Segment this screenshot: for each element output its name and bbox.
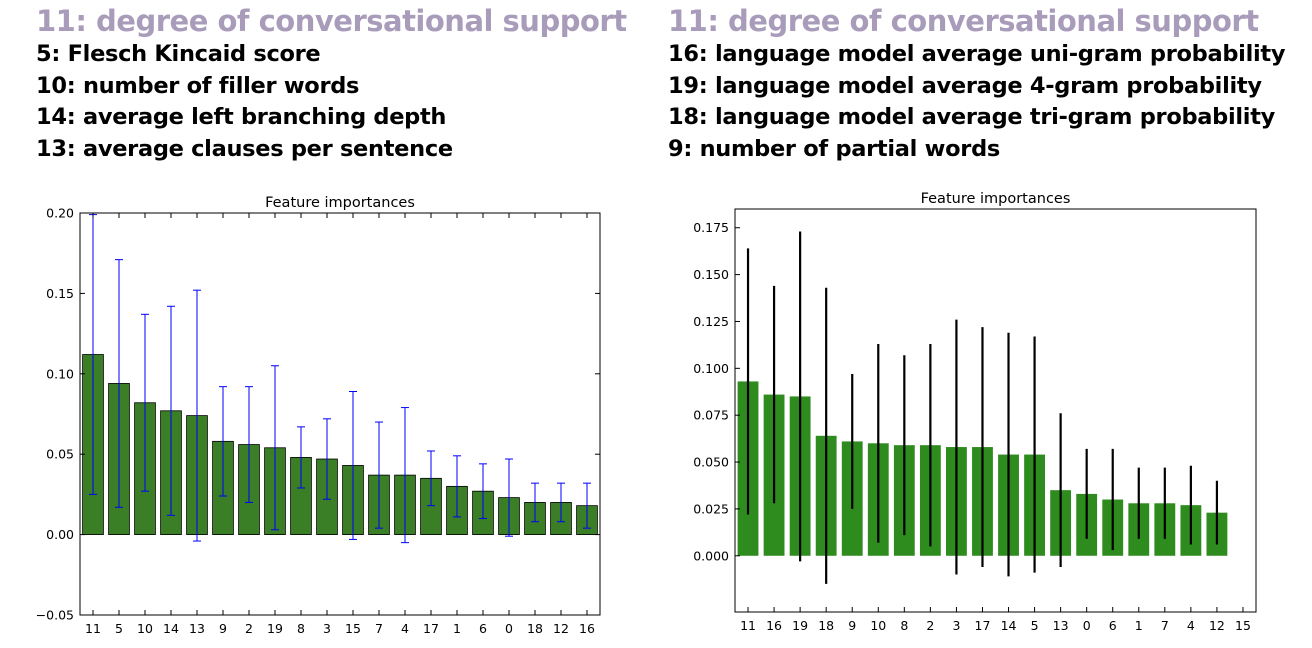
chart-title: Feature importances [265,195,415,211]
x-tick-label: 6 [479,621,487,636]
right-panel: 11: degree of conversational support 16:… [662,0,1312,648]
plot-frame [79,212,601,616]
top-feature-heading: 11: degree of conversational support [36,4,627,38]
y-tick-label: 0.10 [46,366,74,381]
x-tick-label: 18 [818,618,834,633]
y-tick-label: 0.125 [693,314,729,329]
feature-list: 16: language model average uni-gram prob… [668,39,1286,165]
x-tick-label: 4 [1187,618,1195,633]
y-tick-label: 0.000 [693,548,729,563]
x-tick-label: 14 [163,621,179,636]
y-tick-label: 0.15 [46,286,74,301]
x-tick-label: 5 [1031,618,1039,633]
feature-list-item: 5: Flesch Kincaid score [36,41,321,67]
x-tick-label: 16 [766,618,782,633]
x-tick-label: 14 [1001,618,1017,633]
plot-area [82,214,598,544]
x-tick-label: 12 [1209,618,1225,633]
y-tick-label: 0.00 [46,527,74,542]
x-tick-label: 11 [740,618,756,633]
feature-list-item: 9: number of partial words [668,135,1000,162]
feature-list-item: 16: language model average uni-gram prob… [668,41,1286,67]
x-tick-label: 3 [952,618,960,633]
x-tick-label: 6 [1109,618,1117,633]
x-tick-label: 7 [1161,618,1169,633]
feature-list-item: 10: number of filler words [36,72,360,99]
x-tick-label: 8 [297,621,305,636]
y-tick-label: 0.075 [693,408,729,423]
x-tick-label: 17 [423,621,439,636]
y-tick-label: −0.05 [36,608,74,623]
x-tick-label: 11 [85,621,101,636]
y-tick-label: 0.05 [46,447,74,462]
x-tick-label: 4 [401,621,409,636]
plot-frame [734,208,1257,613]
feature-list-item: 19: language model average 4-gram probab… [668,72,1262,99]
x-tick-label: 2 [245,621,253,636]
feature-list-item: 18: language model average tri-gram prob… [668,104,1276,130]
x-tick-label: 2 [926,618,934,633]
plot-area [737,231,1228,584]
left-panel: 11: degree of conversational support 5: … [0,0,650,648]
x-tick-label: 15 [1235,618,1251,633]
x-tick-label: 0 [1083,618,1091,633]
y-tick-label: 0.150 [693,267,729,282]
feature-list: 5: Flesch Kincaid score 10: number of fi… [36,39,453,165]
x-tick-label: 0 [505,621,513,636]
x-tick-label: 1 [453,621,461,636]
x-tick-label: 19 [267,621,283,636]
x-tick-label: 16 [579,621,595,636]
x-tick-label: 3 [323,621,331,636]
top-feature-heading: 11: degree of conversational support [668,4,1259,38]
x-tick-label: 9 [848,618,856,633]
y-tick-label: 0.20 [46,206,74,221]
x-tick-label: 7 [375,621,383,636]
x-tick-label: 8 [900,618,908,633]
feature-list-item: 13: average clauses per sentence [36,135,453,162]
y-tick-label: 0.100 [693,361,729,376]
feature-list-item: 14: average left branching depth [36,104,447,130]
x-tick-label: 12 [553,621,569,636]
chart-title: Feature importances [921,191,1071,207]
feature-importances-chart-right: Feature importances 0.000 0.025 0.050 0.075 0… [693,191,1257,633]
x-tick-label: 1 [1135,618,1143,633]
x-tick-label: 13 [1053,618,1069,633]
x-tick-label: 17 [975,618,991,633]
y-tick-label: 0.050 [693,455,729,470]
x-tick-label: 19 [792,618,808,633]
y-tick-label: 0.175 [693,220,729,235]
x-tick-label: 10 [137,621,153,636]
x-tick-label: 10 [870,618,886,633]
x-tick-label: 18 [527,621,543,636]
y-tick-label: 0.025 [693,501,729,516]
x-tick-label: 9 [219,621,227,636]
x-tick-label: 5 [115,621,123,636]
feature-importances-chart-left: Feature importances −0.05 0.00 0.05 0.10 0.15… [36,195,601,636]
x-tick-label: 15 [345,621,361,636]
x-tick-label: 13 [189,621,205,636]
